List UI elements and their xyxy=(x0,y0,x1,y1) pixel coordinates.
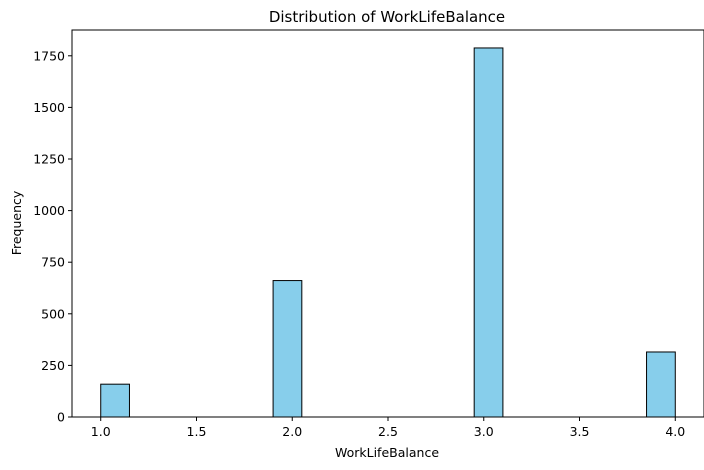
y-tick-label: 750 xyxy=(41,255,65,270)
y-tick-label: 1250 xyxy=(33,152,65,167)
y-axis-title: Frequency xyxy=(9,190,24,255)
y-tick-label: 1000 xyxy=(33,203,65,218)
x-tick-label: 1.5 xyxy=(187,424,207,439)
x-axis-ticks: 1.0 1.5 2.0 2.5 3.0 3.5 4.0 xyxy=(91,417,685,439)
x-tick-label: 2.0 xyxy=(282,424,302,439)
histogram-bar-2 xyxy=(473,47,504,418)
x-tick-label: 2.5 xyxy=(378,424,398,439)
histogram-bar-1 xyxy=(272,280,303,418)
x-tick-label: 3.5 xyxy=(570,424,590,439)
x-tick-label: 1.0 xyxy=(91,424,111,439)
x-tick-label: 4.0 xyxy=(665,424,685,439)
histogram-bar-0 xyxy=(100,383,130,418)
bars-group xyxy=(100,47,676,418)
y-tick-label: 250 xyxy=(41,358,65,373)
y-tick-label: 0 xyxy=(57,410,65,425)
x-axis-title: WorkLifeBalance xyxy=(335,445,439,460)
y-tick-label: 500 xyxy=(41,306,65,321)
y-axis-ticks: 0 250 500 750 1000 1250 1500 1750 xyxy=(33,48,72,425)
y-tick-label: 1750 xyxy=(33,48,65,63)
histogram-bar-3 xyxy=(646,351,676,418)
plot-frame xyxy=(71,29,704,418)
y-tick-label: 1500 xyxy=(33,100,65,115)
chart-title: Distribution of WorkLifeBalance xyxy=(269,8,505,26)
x-tick-label: 3.0 xyxy=(474,424,494,439)
